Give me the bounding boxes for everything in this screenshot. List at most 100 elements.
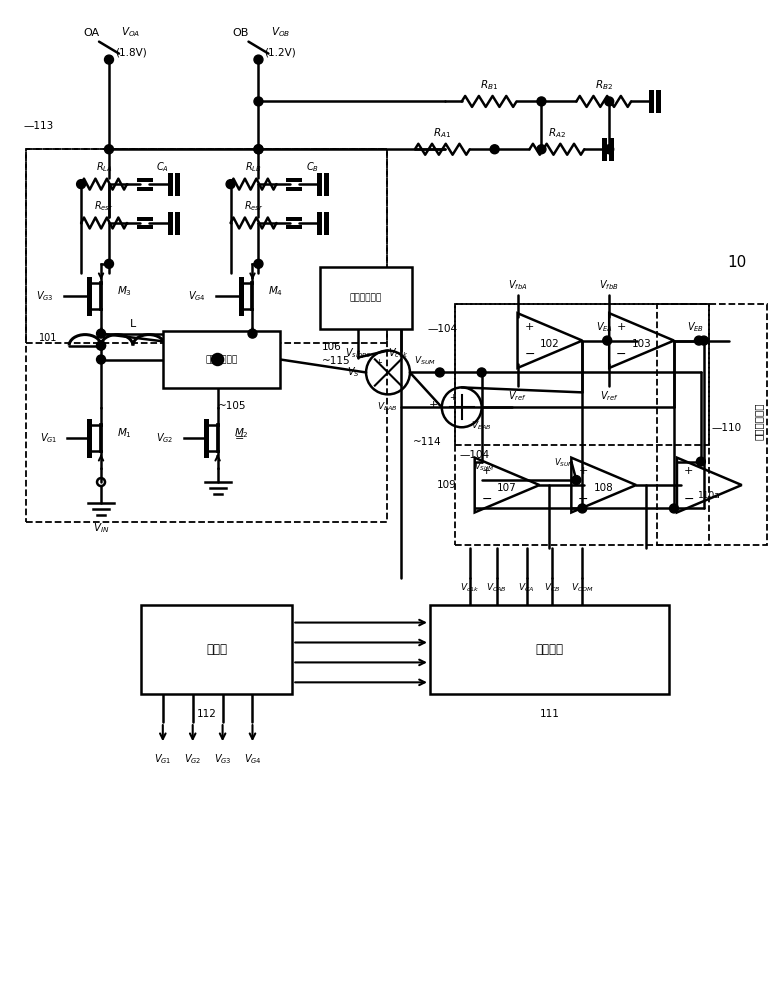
Text: $V_{CA}$: $V_{CA}$ [518,581,535,594]
Text: ~115: ~115 [322,356,350,366]
Text: $C_B$: $C_B$ [306,160,319,174]
Circle shape [77,180,85,189]
Text: —113: —113 [23,121,54,131]
Text: $R_{esr}$: $R_{esr}$ [244,199,263,213]
Text: $V_{OB}$: $V_{OB}$ [270,25,290,39]
Circle shape [248,329,257,338]
Text: −: − [482,493,492,506]
Text: +: + [524,322,534,332]
Text: =: = [235,433,244,443]
Text: $V_{G2}$: $V_{G2}$ [156,431,174,445]
Text: $V_{G3}$: $V_{G3}$ [37,289,54,303]
Circle shape [696,457,706,466]
Text: 模式切换电路: 模式切换电路 [754,403,764,440]
Circle shape [254,259,263,268]
Text: $M_1$: $M_1$ [117,426,132,440]
Text: $M_4$: $M_4$ [268,284,284,298]
Bar [455,304,709,445]
Circle shape [477,368,486,377]
Circle shape [96,341,106,350]
Text: $R_{LB}$: $R_{LB}$ [245,160,262,174]
Text: $V_{EAB}$: $V_{EAB}$ [472,419,492,432]
Text: $C_A$: $C_A$ [156,160,169,174]
Text: 106: 106 [322,342,342,352]
Text: —110: —110 [712,423,742,433]
Text: $M_3$: $M_3$ [117,284,132,298]
Text: L: L [130,319,136,329]
Text: +: + [482,466,491,476]
Circle shape [435,368,444,377]
Text: −: − [684,493,694,506]
Text: +: + [375,358,382,367]
Text: +: + [579,466,588,476]
Text: $R_{esr}$: $R_{esr}$ [94,199,114,213]
Text: −: − [578,493,588,506]
Bar [320,267,412,329]
Text: $V_{SUM}$: $V_{SUM}$ [474,461,494,473]
Text: $V_{G3}$: $V_{G3}$ [214,752,232,766]
Text: $V_{G1}$: $V_{G1}$ [40,431,57,445]
Text: $V_{slope}$: $V_{slope}$ [345,346,371,361]
Text: OB: OB [232,28,249,38]
Circle shape [105,259,113,268]
Circle shape [254,145,263,154]
Text: $R_{A2}$: $R_{A2}$ [548,126,566,140]
Text: 111: 111 [539,709,559,719]
Text: $R_{LA}$: $R_{LA}$ [96,160,113,174]
Text: $V_S$: $V_S$ [347,366,360,379]
Circle shape [578,504,587,513]
Text: $V_{CB}$: $V_{CB}$ [544,581,561,594]
Circle shape [490,145,499,154]
Text: +: + [616,322,625,332]
Text: $V_{COM}$: $V_{COM}$ [571,581,594,594]
Text: $V_{ref}$: $V_{ref}$ [600,389,618,403]
Text: $V_{G4}$: $V_{G4}$ [188,289,206,303]
Circle shape [254,55,263,64]
Text: (1.2V): (1.2V) [264,48,296,58]
Bar [141,605,292,694]
Text: $V_{OA}$: $V_{OA}$ [121,25,141,39]
Text: +: + [429,400,438,410]
Text: 112: 112 [197,709,217,719]
Bar [430,605,669,694]
Bar [455,304,709,545]
Text: +: + [449,393,455,402]
Text: $V_{G1}$: $V_{G1}$ [154,752,172,766]
Text: $V_{G2}$: $V_{G2}$ [184,752,201,766]
Circle shape [226,180,235,189]
Bar [26,149,387,522]
Text: —104: —104 [460,450,490,460]
Text: $V_{CAB}$: $V_{CAB}$ [486,581,507,594]
Text: 107: 107 [497,483,517,493]
Circle shape [96,329,106,338]
Text: $R_{A1}$: $R_{A1}$ [434,126,451,140]
Text: $R_{B1}$: $R_{B1}$ [480,79,498,92]
Bar [163,331,280,388]
Text: ~105: ~105 [218,401,246,411]
Text: $V_{c1k}$: $V_{c1k}$ [460,581,479,594]
Text: ~114: ~114 [413,437,441,447]
Text: 10: 10 [727,255,747,270]
Text: 斜率补唇装置: 斜率补唇装置 [350,293,382,302]
Text: $V_{c1k}$: $V_{c1k}$ [388,347,409,360]
Text: $V_{EA}$: $V_{EA}$ [596,320,613,334]
Text: $V_{G4}$: $V_{G4}$ [243,752,261,766]
Bar [657,304,767,545]
Circle shape [670,504,678,513]
Circle shape [213,355,222,364]
Text: $V_{fbB}$: $V_{fbB}$ [599,278,619,292]
Circle shape [254,97,263,106]
Text: (1.8V): (1.8V) [115,48,147,58]
Text: 108: 108 [594,483,614,493]
Text: 103: 103 [632,339,651,349]
Text: 逻辑装置: 逻辑装置 [535,643,563,656]
Text: $V_{SUM}$: $V_{SUM}$ [555,457,575,469]
Text: $M_2$: $M_2$ [234,426,249,440]
Text: −: − [616,348,626,361]
Text: 驱动器: 驱动器 [206,643,227,656]
Text: $V_{ref}$: $V_{ref}$ [508,389,527,403]
Text: $V_{SUM}$: $V_{SUM}$ [414,354,436,367]
Circle shape [96,341,106,350]
Circle shape [605,145,614,154]
Circle shape [699,336,709,345]
